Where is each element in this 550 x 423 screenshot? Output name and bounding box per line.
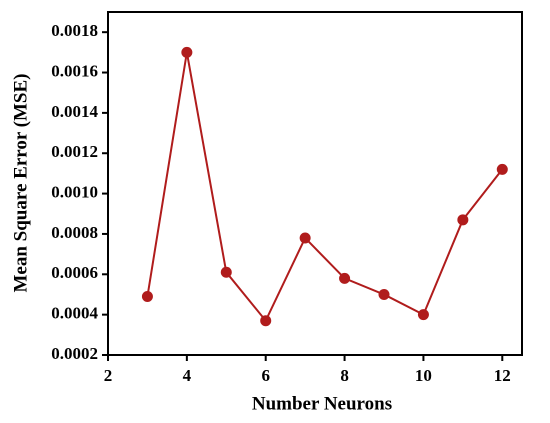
marker xyxy=(220,266,232,278)
marker xyxy=(378,288,390,300)
marker xyxy=(181,46,193,58)
marker xyxy=(496,163,508,175)
line xyxy=(146,52,504,323)
marker xyxy=(141,290,153,302)
y-axis-title: Mean Square Error (MSE) xyxy=(10,73,31,292)
x-tick-label: 4 xyxy=(183,366,192,385)
plot-frame xyxy=(107,11,523,356)
marker xyxy=(339,272,351,284)
y-tick-label: 0.0014 xyxy=(51,102,98,121)
marker xyxy=(417,309,429,321)
y-tick-label: 0.0006 xyxy=(51,263,98,282)
x-axis-title: Number Neurons xyxy=(252,393,392,414)
y-tick-label: 0.0012 xyxy=(51,142,98,161)
y-tick-label: 0.0016 xyxy=(51,61,98,80)
y-tick-label: 0.0008 xyxy=(51,223,98,242)
x-tick-label: 12 xyxy=(494,366,511,385)
marker xyxy=(260,315,272,327)
y-tick-label: 0.0010 xyxy=(51,182,98,201)
y-tick-label: 0.0018 xyxy=(51,21,98,40)
y-tick-label: 0.0004 xyxy=(51,304,98,323)
x-tick-label: 8 xyxy=(340,366,349,385)
x-tick-label: 2 xyxy=(104,366,113,385)
x-tick-label: 10 xyxy=(415,366,432,385)
y-tick-label: 0.0002 xyxy=(51,344,98,363)
marker xyxy=(299,232,311,244)
x-tick-label: 6 xyxy=(261,366,270,385)
marker xyxy=(457,214,469,226)
